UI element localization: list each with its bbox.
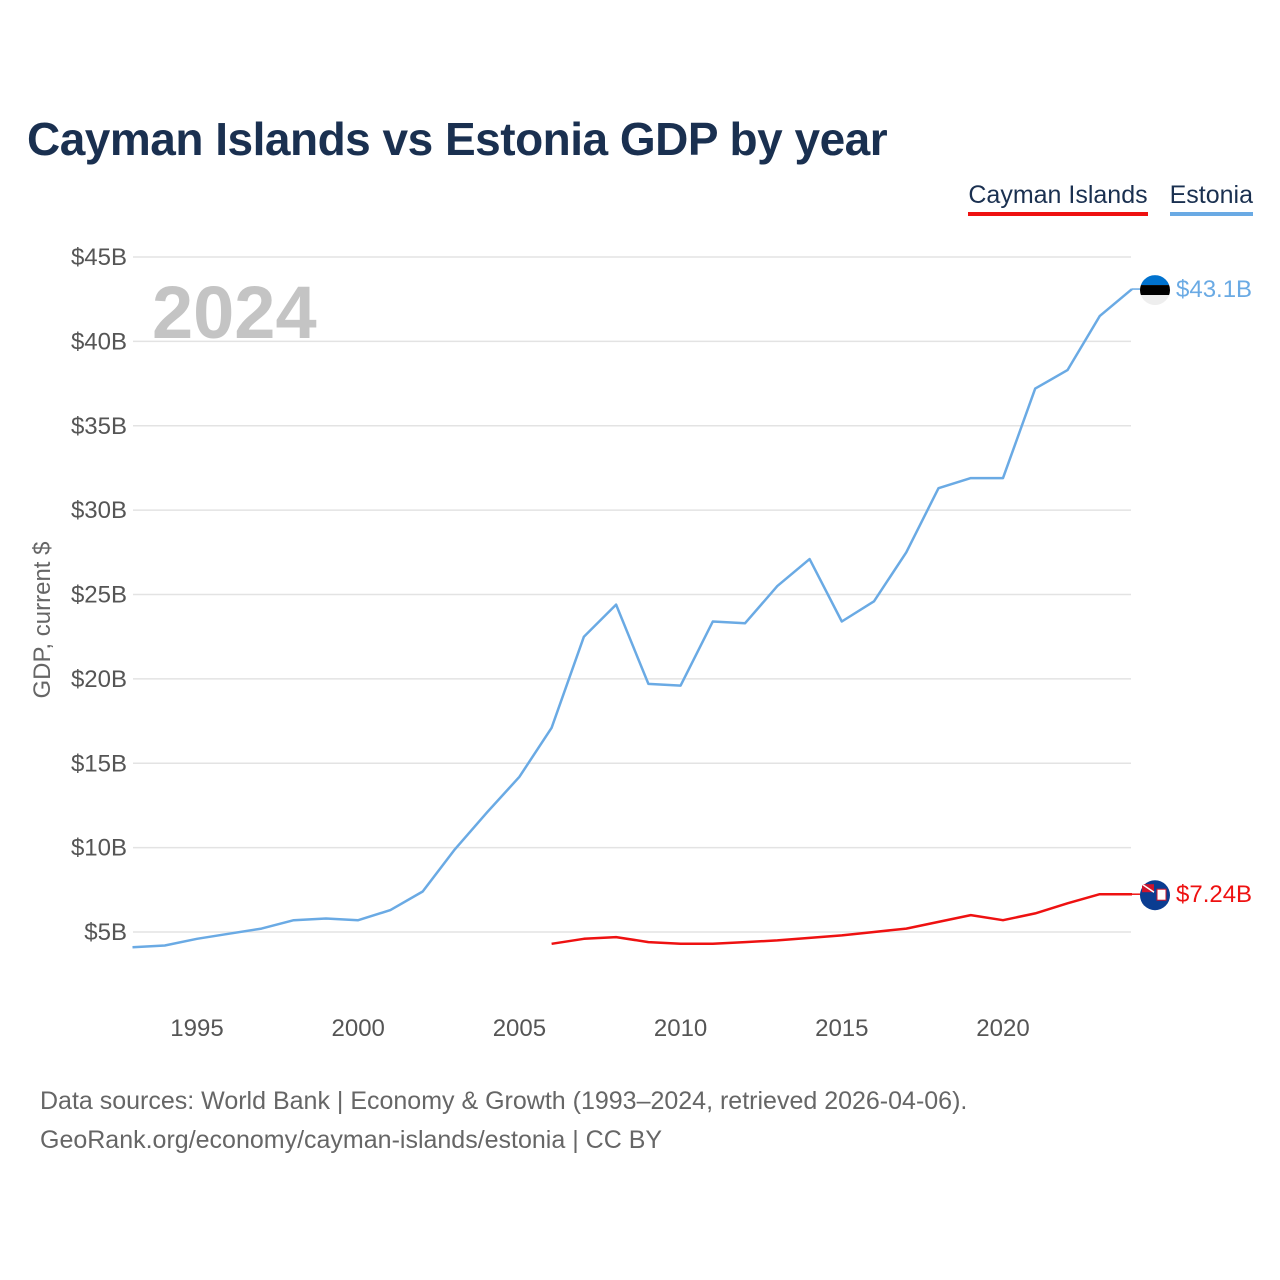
footer-sources: Data sources: World Bank | Economy & Gro… (40, 1087, 968, 1115)
x-axis-ticks: 1995 2000 2005 2010 2015 2020 (170, 1015, 1029, 1042)
y-tick-label: $35B (71, 413, 127, 440)
y-tick-label: $30B (71, 497, 127, 524)
y-tick-label: $20B (71, 666, 127, 693)
legend: Cayman Islands Estonia (968, 180, 1253, 216)
y-axis-ticks: $5B $10B $15B $20B $25B $30B $35B $40B $45B (71, 244, 127, 946)
end-label-cayman-islands: $7.24B (1176, 881, 1252, 908)
legend-item-cayman-islands[interactable]: Cayman Islands (968, 180, 1148, 216)
x-tick-label: 2010 (654, 1015, 707, 1042)
year-watermark: 2024 (152, 271, 317, 354)
series-line-cayman-islands[interactable] (551, 892, 1132, 946)
y-tick-label: $40B (71, 328, 127, 355)
x-tick-label: 2020 (976, 1015, 1029, 1042)
y-tick-label: $5B (84, 919, 127, 946)
series-layer (132, 288, 1133, 949)
grid-lines (133, 256, 1131, 933)
legend-item-estonia[interactable]: Estonia (1169, 180, 1253, 216)
x-tick-label: 2015 (815, 1015, 868, 1042)
end-markers: $43.1B $7.24B (1131, 275, 1252, 911)
x-tick-label: 2005 (493, 1015, 546, 1042)
chart-title: Cayman Islands vs Estonia GDP by year (27, 113, 888, 165)
y-tick-label: $10B (71, 835, 127, 862)
footer: Data sources: World Bank | Economy & Gro… (40, 1082, 967, 1160)
footer-link[interactable]: GeoRank.org/economy/cayman-islands/eston… (40, 1126, 663, 1154)
y-tick-label: $45B (71, 244, 127, 271)
y-tick-label: $25B (71, 582, 127, 609)
end-label-estonia: $43.1B (1176, 276, 1252, 303)
x-tick-label: 1995 (170, 1015, 223, 1042)
flag-icon-cayman-islands (1140, 880, 1170, 911)
y-axis-title: GDP, current $ (29, 542, 56, 699)
series-line-estonia[interactable] (132, 288, 1133, 949)
flag-icon-estonia (1140, 275, 1170, 306)
x-tick-label: 2000 (332, 1015, 385, 1042)
y-tick-label: $15B (71, 750, 127, 777)
